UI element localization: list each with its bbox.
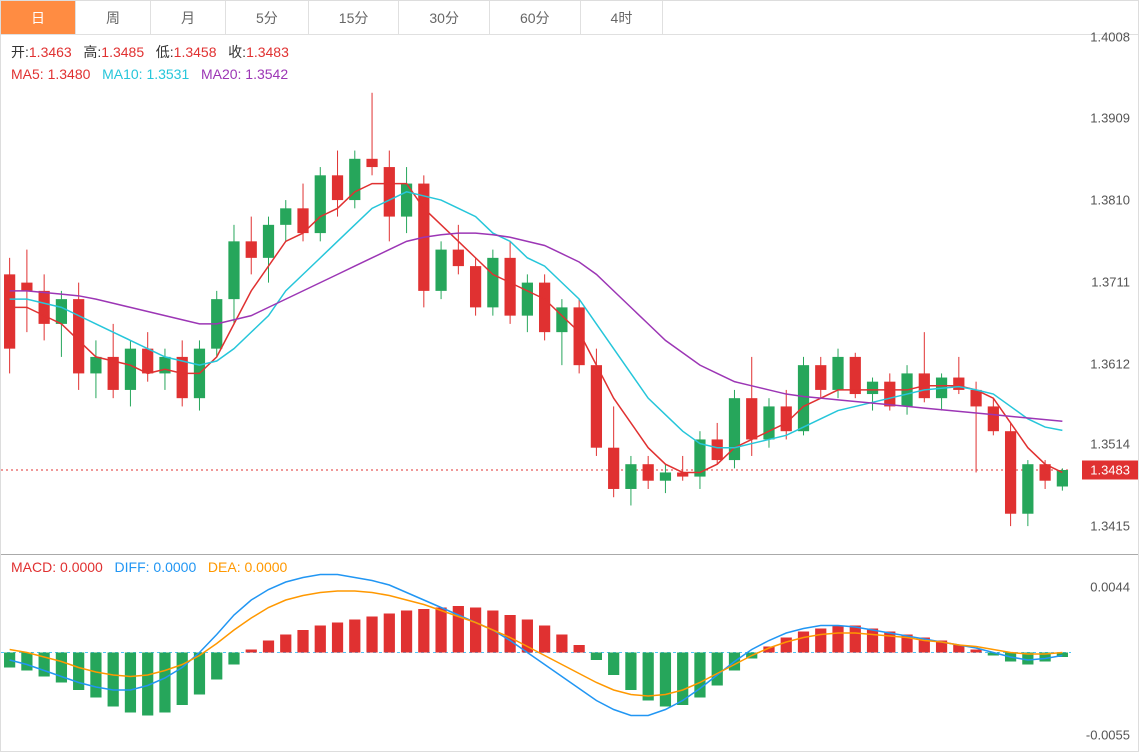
ma10-label: MA10: [102,66,142,82]
y-tick-label: 1.3711 [1091,274,1130,289]
chart-container: 日周月5分15分30分60分4时 开:1.3463 高:1.3485 低:1.3… [0,0,1139,752]
ma10-value: 1.3531 [146,66,189,82]
macd-value: 0.0000 [60,559,103,575]
dea-value: 0.0000 [244,559,287,575]
tab-30分[interactable]: 30分 [399,1,490,34]
ohlc-info: 开:1.3463 高:1.3485 低:1.3458 收:1.3483 MA5:… [11,41,289,85]
macd-y-tick: -0.0055 [1086,728,1130,743]
tab-日[interactable]: 日 [1,1,76,34]
tab-60分[interactable]: 60分 [490,1,581,34]
macd-panel[interactable]: MACD: 0.0000 DIFF: 0.0000 DEA: 0.0000 0.… [1,555,1138,750]
y-tick-label: 1.3810 [1090,193,1130,208]
open-label: 开: [11,44,29,60]
tab-月[interactable]: 月 [151,1,226,34]
ma5-value: 1.3480 [48,66,91,82]
ma5-label: MA5: [11,66,44,82]
low-label: 低: [156,44,174,60]
tab-周[interactable]: 周 [76,1,151,34]
low-value: 1.3458 [174,44,217,60]
macd-info: MACD: 0.0000 DIFF: 0.0000 DEA: 0.0000 [11,559,287,575]
timeframe-tabs: 日周月5分15分30分60分4时 [1,1,1138,35]
tab-15分[interactable]: 15分 [309,1,400,34]
y-tick-label: 1.4008 [1090,29,1130,44]
diff-label: DIFF: [115,559,150,575]
close-label: 收: [228,44,246,60]
price-chart-svg [1,35,1071,555]
ma20-value: 1.3542 [245,66,288,82]
y-tick-label: 1.3415 [1090,519,1130,534]
price-chart-panel[interactable]: 开:1.3463 高:1.3485 低:1.3458 收:1.3483 MA5:… [1,35,1138,555]
macd-label: MACD: [11,559,56,575]
macd-chart-svg [1,555,1071,750]
diff-value: 0.0000 [153,559,196,575]
dea-label: DEA: [208,559,241,575]
high-label: 高: [83,44,101,60]
close-value: 1.3483 [246,44,289,60]
open-value: 1.3463 [29,44,72,60]
macd-y-axis: 0.0044 -0.0055 [1078,555,1138,750]
price-y-axis: 1.40081.39091.38101.37111.36121.35141.34… [1078,35,1138,554]
y-tick-label: 1.3612 [1090,356,1130,371]
macd-y-tick: 0.0044 [1090,579,1130,594]
y-tick-label: 1.3909 [1090,111,1130,126]
current-price-tag: 1.3483 [1082,460,1138,479]
tab-5分[interactable]: 5分 [226,1,309,34]
high-value: 1.3485 [101,44,144,60]
ma20-label: MA20: [201,66,241,82]
y-tick-label: 1.3514 [1090,437,1130,452]
tab-4时[interactable]: 4时 [581,1,664,34]
